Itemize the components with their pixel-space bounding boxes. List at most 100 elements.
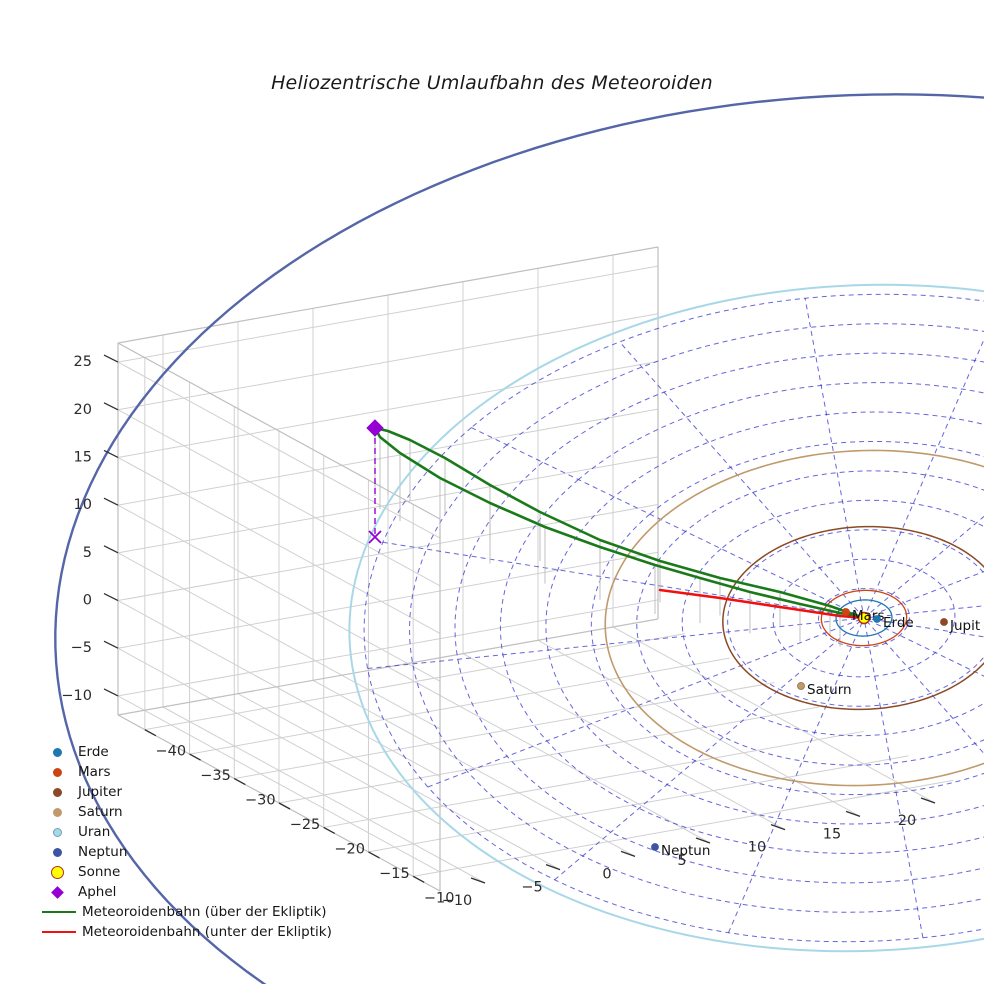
legend-item-mars[interactable]: Mars (36, 762, 336, 782)
xtick-label: −30 (245, 793, 276, 809)
marker-jupiter (940, 618, 948, 626)
gridline-back-z (117, 647, 441, 825)
xtick-label: −40 (156, 744, 187, 760)
xtick-mark (233, 777, 246, 786)
legend-item-label: Aphel (78, 884, 117, 900)
ztick-label: 0 (83, 593, 92, 609)
xtick-mark (144, 729, 157, 737)
legend-marker-swatch (36, 827, 78, 837)
gridline-back-z (117, 409, 441, 587)
axis-ticks: −40−35−30−25−20−15−10−10−505101520−10−50… (61, 354, 936, 909)
legend-dot-icon (52, 847, 62, 857)
xtick-label: −25 (290, 817, 321, 833)
legend-dot-icon (50, 865, 64, 879)
legend-item-label: Meteoroidenbahn (über der Ekliptik) (82, 904, 327, 920)
gridline-back-z (117, 552, 441, 730)
xtick-mark (368, 851, 380, 859)
orbit-neptun (54, 93, 984, 984)
polar-ring (499, 382, 984, 854)
axes-gridlines (117, 246, 954, 892)
orbit-uran (348, 283, 984, 953)
polar-ring (409, 323, 984, 913)
ytick-label: 15 (823, 826, 841, 842)
legend-item-meteoroidenbahn-unter-der-ekliptik[interactable]: Meteoroidenbahn (unter der Ekliptik) (36, 922, 336, 942)
gridline-back-z (117, 361, 441, 539)
xtick-mark (278, 802, 291, 810)
gridline-left-z (117, 599, 659, 697)
trajectory-below-ecliptic (658, 588, 866, 620)
ytick-label: 5 (677, 853, 686, 869)
legend-item-label: Uran (78, 824, 111, 840)
ztick-mark (103, 354, 119, 363)
orbit-mars (820, 589, 908, 647)
legend-dot-icon (52, 767, 62, 777)
legend-item-label: Jupiter (78, 784, 123, 800)
ztick-mark (103, 688, 119, 697)
ytick-label: 10 (748, 840, 766, 856)
legend-line-icon (42, 911, 76, 913)
ytick-label: 0 (602, 866, 611, 882)
polar-ring (727, 529, 984, 707)
legend-item-uran[interactable]: Uran (36, 822, 336, 842)
legend-marker-swatch (36, 847, 78, 857)
legend-diamond-icon (50, 885, 64, 899)
xtick-mark (412, 875, 425, 883)
legend-dot-icon (52, 787, 62, 797)
polar-ring (636, 470, 984, 766)
legend-line-swatch (36, 931, 82, 933)
ytick-label: −5 (521, 880, 542, 896)
legend-item-sonne[interactable]: Sonne (36, 862, 336, 882)
legend-item-neptun[interactable]: Neptun (36, 842, 336, 862)
gridline-back-z (117, 504, 441, 682)
legend-item-label: Erde (78, 744, 109, 760)
ytick-mark (695, 837, 711, 844)
marker-label-saturn: Saturn (807, 682, 852, 698)
gridline-left-z (117, 504, 659, 602)
legend-marker-swatch (36, 787, 78, 797)
legend-item-label: Neptun (78, 844, 128, 860)
ytick-mark (845, 810, 861, 817)
ytick-mark (545, 864, 561, 871)
legend-line-swatch (36, 911, 82, 913)
legend-item-label: Meteoroidenbahn (unter der Ekliptik) (82, 924, 332, 940)
gridline-back-z (117, 695, 441, 873)
legend-item-jupiter[interactable]: Jupiter (36, 782, 336, 802)
marker-saturn (797, 682, 805, 690)
legend-item-label: Saturn (78, 804, 123, 820)
marker-erde (873, 615, 881, 623)
legend-dot-icon (52, 807, 62, 817)
orbit-jupiter (722, 525, 984, 711)
ztick-label: 25 (74, 354, 92, 370)
legend-item-aphel[interactable]: Aphel (36, 882, 336, 902)
ztick-mark (103, 402, 119, 411)
ytick-mark (770, 824, 786, 831)
polar-spoke (619, 341, 984, 755)
polar-spoke (427, 570, 984, 788)
legend-dot-icon (52, 747, 62, 757)
polar-ring (818, 588, 910, 648)
gridline-back-z (117, 457, 441, 634)
marker-neptun (651, 843, 659, 851)
ztick-label: −10 (61, 688, 92, 704)
aphelion-marker-group (366, 419, 384, 544)
legend: Erde Mars Jupiter Saturn Uran Neptun Sonne Aphe… (36, 742, 336, 942)
legend-line-icon (42, 931, 76, 933)
xtick-label: −10 (424, 890, 455, 906)
xtick-label: −35 (200, 768, 231, 784)
ztick-label: 10 (74, 497, 92, 513)
legend-item-label: Mars (78, 764, 111, 780)
axis-cube-edge (117, 342, 441, 520)
marker-label-neptun: Neptun (661, 843, 710, 859)
planet-orbits (54, 93, 984, 984)
legend-marker-swatch (36, 747, 78, 757)
legend-item-erde[interactable]: Erde (36, 742, 336, 762)
ztick-mark (103, 449, 119, 459)
ztick-mark (103, 545, 119, 554)
legend-item-saturn[interactable]: Saturn (36, 802, 336, 822)
ztick-mark (103, 640, 119, 649)
legend-item-meteoroidenbahn-ber-der-ekliptik[interactable]: Meteoroidenbahn (über der Ekliptik) (36, 902, 336, 922)
orbit-saturn (604, 449, 984, 787)
